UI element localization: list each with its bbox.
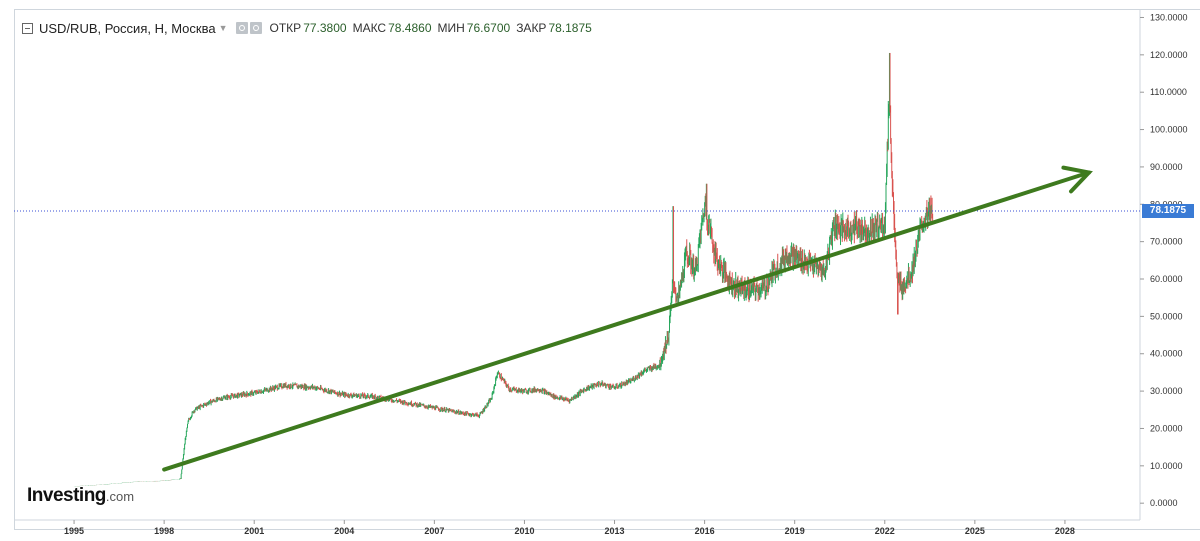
- visibility-icon[interactable]: [249, 22, 262, 34]
- x-axis-ticks: 1995 1998 2001 2004 2007 2010 2013 2016 2019 2022…: [64, 520, 1075, 536]
- high-value: 78.4860: [388, 21, 432, 35]
- y-tick-label: 20.0000: [1150, 423, 1183, 433]
- x-tick-label: 2025: [965, 526, 985, 536]
- low-value: 76.6700: [466, 21, 511, 35]
- chart-frame: [14, 9, 1200, 530]
- candles-layer: [73, 52, 934, 487]
- high-label: МАКС: [352, 21, 387, 35]
- y-tick-label: 0.0000: [1150, 498, 1178, 508]
- trend-arrow-line[interactable]: [162, 170, 1091, 472]
- y-tick-label: 130.0000: [1150, 12, 1188, 22]
- x-tick-label: 1995: [64, 526, 84, 536]
- y-axis-ticks: 0.0000 10.0000 20.0000 30.0000 40.0000 50.000…: [1140, 12, 1188, 508]
- x-tick-label: 2016: [695, 526, 715, 536]
- close-label: ЗАКР: [516, 21, 547, 35]
- settings-icon[interactable]: [235, 22, 248, 34]
- x-tick-label: 2013: [605, 526, 625, 536]
- x-tick-label: 2001: [244, 526, 264, 536]
- y-tick-label: 100.0000: [1150, 125, 1188, 135]
- chart-header: USD/RUB, Россия, Н, Москва ▼ ОТКР 77.380…: [22, 19, 592, 37]
- y-tick-label: 60.0000: [1150, 274, 1183, 284]
- open-label: ОТКР: [269, 21, 302, 35]
- chevron-down-icon[interactable]: ▼: [218, 23, 228, 33]
- y-tick-label: 120.0000: [1150, 50, 1188, 60]
- current-price-badge: 78.1875: [1142, 204, 1194, 219]
- trend-arrow-head[interactable]: [1061, 165, 1093, 194]
- open-value: 77.3800: [303, 21, 347, 35]
- collapse-icon[interactable]: [22, 22, 33, 34]
- y-tick-label: 90.0000: [1150, 162, 1183, 172]
- close-value: 78.1875: [548, 21, 592, 35]
- x-tick-label: 2004: [334, 526, 354, 536]
- y-tick-label: 10.0000: [1150, 461, 1183, 471]
- x-tick-label: 2007: [424, 526, 444, 536]
- annotation-layer: [14, 165, 1140, 472]
- investing-logo: Investing.com: [27, 485, 135, 506]
- y-tick-label: 40.0000: [1150, 349, 1183, 359]
- x-tick-label: 2019: [785, 526, 805, 536]
- x-tick-label: 2022: [875, 526, 895, 536]
- y-tick-label: 110.0000: [1150, 87, 1187, 97]
- symbol-label[interactable]: USD/RUB, Россия, Н, Москва: [39, 20, 216, 36]
- y-tick-label: 30.0000: [1150, 386, 1183, 396]
- y-tick-label: 70.0000: [1150, 237, 1183, 247]
- x-tick-label: 2010: [514, 526, 534, 536]
- x-tick-label: 1998: [154, 526, 174, 536]
- y-tick-label: 50.0000: [1150, 311, 1183, 321]
- low-label: МИН: [437, 21, 465, 35]
- x-tick-label: 2028: [1055, 526, 1075, 536]
